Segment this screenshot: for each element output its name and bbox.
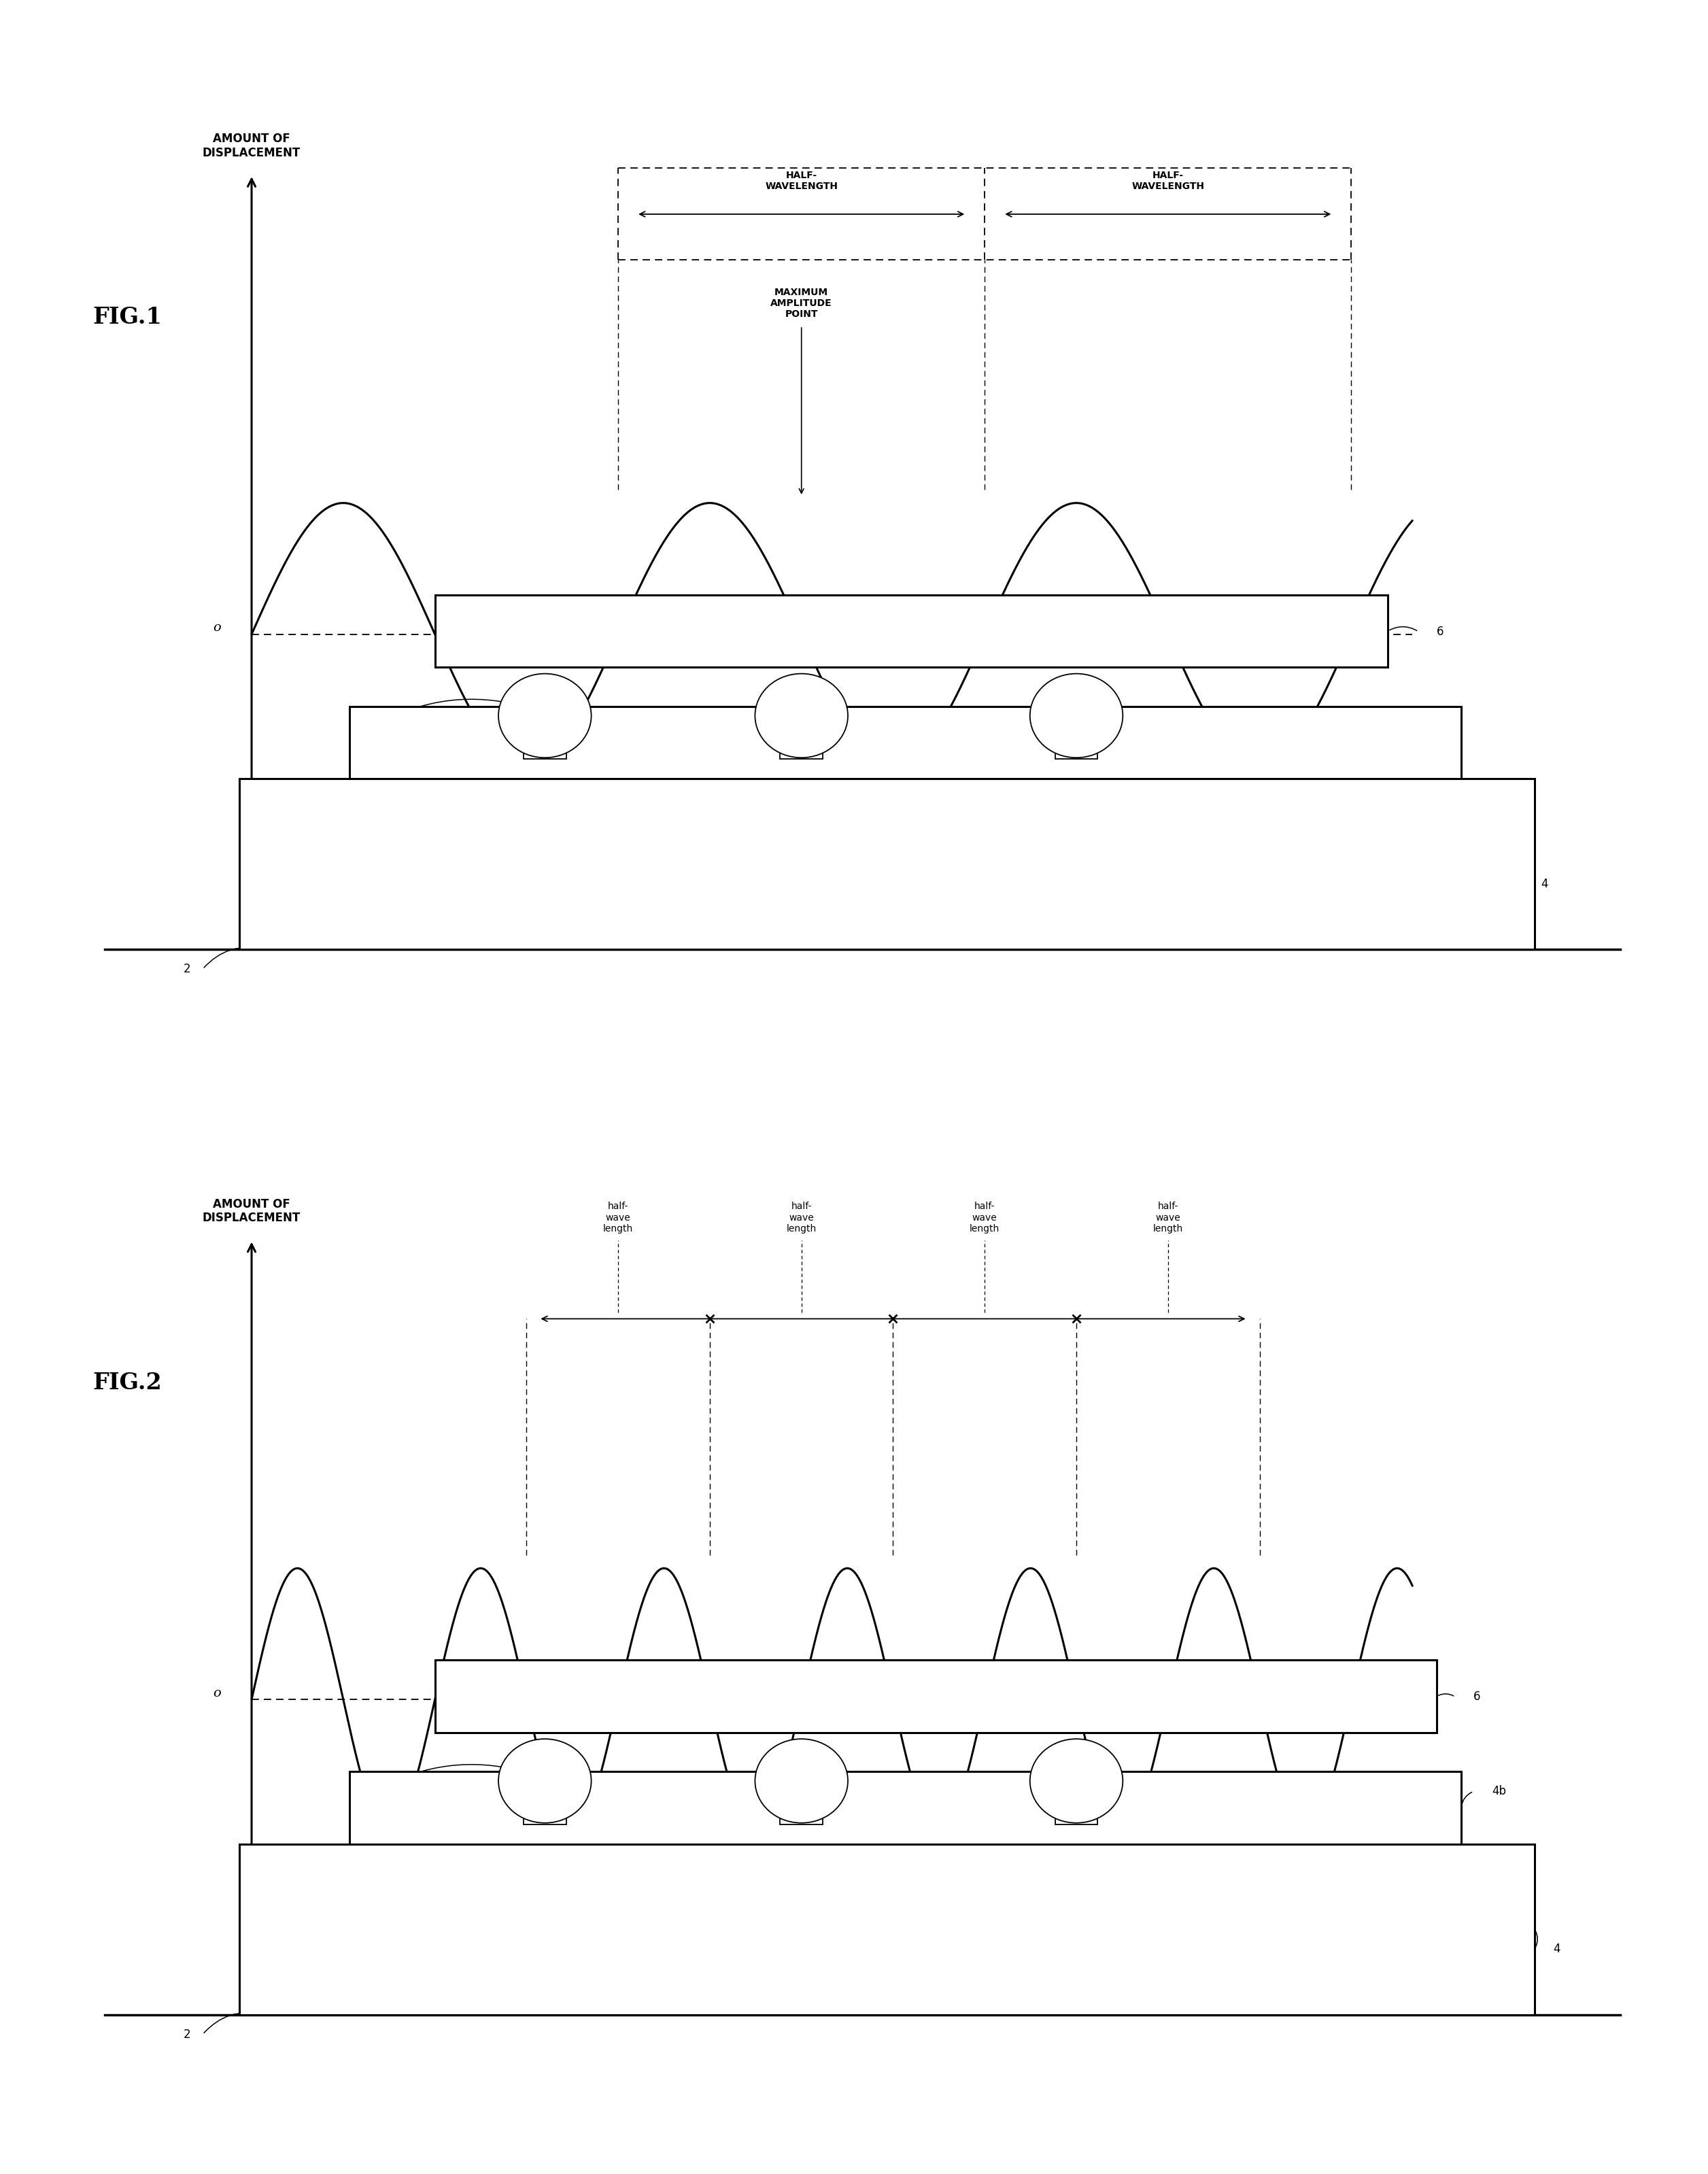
Text: MAXIMUM
AMPLITUDE
POINT: MAXIMUM AMPLITUDE POINT <box>1045 870 1107 902</box>
Bar <box>350 1772 1462 1844</box>
Ellipse shape <box>755 674 847 759</box>
Bar <box>436 596 1389 667</box>
Bar <box>1056 730 1098 759</box>
Bar <box>436 1661 1436 1733</box>
Bar <box>523 730 567 759</box>
Text: 4b: 4b <box>1491 1785 1506 1798</box>
Bar <box>781 730 823 759</box>
Text: AMOUNT OF
DISPLACEMENT: AMOUNT OF DISPLACEMENT <box>203 1198 301 1224</box>
Text: 2: 2 <box>183 963 191 976</box>
Text: o: o <box>214 1687 220 1700</box>
Text: FIG.2: FIG.2 <box>92 1372 162 1394</box>
Text: 6a: 6a <box>360 1778 374 1791</box>
Text: 6: 6 <box>1436 626 1443 637</box>
Text: AMOUNT OF
DISPLACEMENT: AMOUNT OF DISPLACEMENT <box>203 133 301 159</box>
Bar <box>350 707 1462 778</box>
Text: 6: 6 <box>1474 1691 1481 1702</box>
Text: 6a: 6a <box>360 713 374 726</box>
Text: 2: 2 <box>183 2028 191 2041</box>
Text: half-
wave
length: half- wave length <box>1153 1202 1184 1233</box>
Text: half-
wave
length: half- wave length <box>786 1202 816 1233</box>
Bar <box>239 1844 1534 2015</box>
Text: FIG.1: FIG.1 <box>92 307 162 328</box>
Text: MAXIMUM
AMPLITUDE
POINT: MAXIMUM AMPLITUDE POINT <box>770 287 832 320</box>
Text: 4: 4 <box>1541 878 1547 889</box>
Text: MAXIMUM
AMPLITUDE
POINT: MAXIMUM AMPLITUDE POINT <box>909 1935 970 1967</box>
Ellipse shape <box>755 1739 847 1824</box>
Bar <box>781 1796 823 1824</box>
Text: HALF-
WAVELENGTH: HALF- WAVELENGTH <box>765 172 839 191</box>
Text: MAXIMUM
AMPLITUDE
POINT: MAXIMUM AMPLITUDE POINT <box>724 1935 786 1967</box>
Text: 4: 4 <box>1553 1944 1559 1954</box>
Text: o: o <box>214 622 220 635</box>
Text: HALF-
WAVELENGTH: HALF- WAVELENGTH <box>1132 172 1204 191</box>
Text: half-
wave
length: half- wave length <box>970 1202 999 1233</box>
Text: MAXIMUM
AMPLITUDE
POINT: MAXIMUM AMPLITUDE POINT <box>541 1935 603 1967</box>
Bar <box>1056 1796 1098 1824</box>
Text: MAXIMUM
AMPLITUDE
POINT: MAXIMUM AMPLITUDE POINT <box>495 870 557 902</box>
Ellipse shape <box>499 1739 591 1824</box>
Text: 4b: 4b <box>1436 720 1452 733</box>
Text: 4a: 4a <box>673 1891 687 1902</box>
Bar <box>239 778 1534 950</box>
Bar <box>523 1796 567 1824</box>
Ellipse shape <box>1030 1739 1122 1824</box>
Text: half-
wave
length: half- wave length <box>603 1202 634 1233</box>
Text: 4a: 4a <box>673 872 687 883</box>
Ellipse shape <box>499 674 591 759</box>
Ellipse shape <box>1030 674 1122 759</box>
